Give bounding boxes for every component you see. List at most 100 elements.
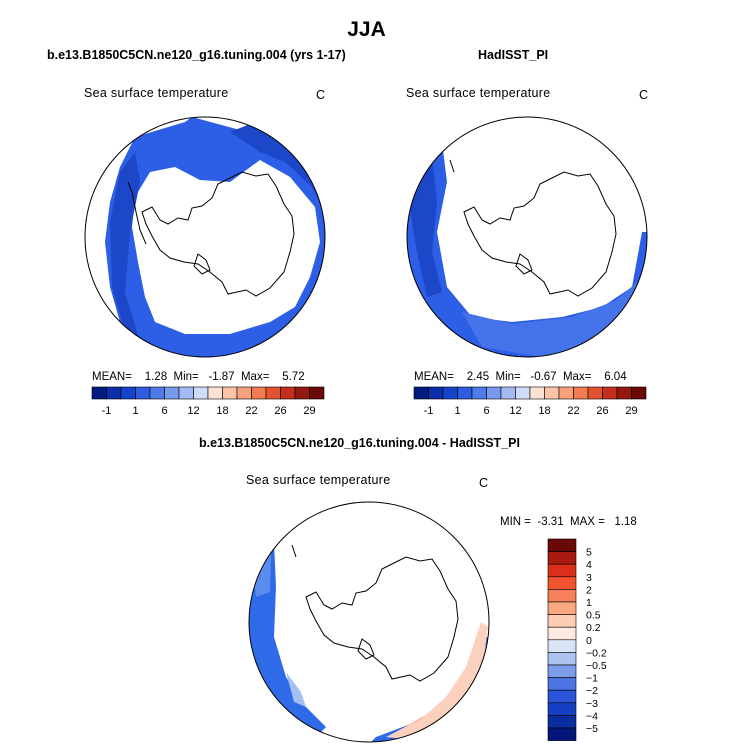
colorbar-tick-label: 1 [132, 405, 138, 417]
colorbar-swatch [547, 689, 577, 704]
right-map-boundary [406, 116, 648, 358]
colorbar-swatch [135, 386, 151, 400]
colorbar-tick-label: 1 [586, 597, 592, 609]
colorbar-swatch [547, 639, 577, 653]
colorbar-swatch [631, 386, 647, 400]
colorbar-swatch [486, 386, 502, 400]
colorbar-swatch [558, 386, 574, 400]
right-map [406, 116, 648, 358]
colorbar-tick-label: −2 [586, 685, 598, 697]
colorbar-tick-label: 5 [586, 547, 592, 559]
colorbar-tick-label: 18 [538, 405, 550, 417]
diff-map-boundary [248, 501, 490, 743]
colorbar-tick-label: 6 [483, 405, 489, 417]
colorbar-swatch [251, 386, 267, 400]
colorbar-tick-label: 26 [596, 405, 608, 417]
diff-sst-weak-negative [286, 672, 306, 707]
left-sst-cold-patch [110, 152, 140, 342]
colorbar-swatch [547, 551, 577, 565]
left-map [84, 116, 326, 358]
colorbar-swatch [547, 652, 577, 666]
colorbar-tick-label: 4 [586, 559, 592, 571]
colorbar-tick-label: 29 [303, 405, 315, 417]
colorbar-swatch [294, 386, 310, 400]
colorbar-tick-label: 22 [567, 405, 579, 417]
right-colorbar: -1 1 6 12 18 22 26 29 [413, 386, 647, 417]
colorbar-swatch [471, 386, 487, 400]
colorbar-swatch [222, 386, 238, 400]
colorbar-tick-label: −5 [586, 723, 598, 735]
left-sst-cold-patch [230, 122, 325, 212]
colorbar-swatch [515, 386, 531, 400]
colorbar-swatch [457, 386, 473, 400]
colorbar-tick-label: 0.2 [586, 622, 601, 634]
colorbar-swatch [207, 386, 223, 400]
right-subtitle: HadISST_PI [478, 48, 549, 62]
colorbar-tick-label: -1 [102, 405, 112, 417]
colorbar-swatch [236, 386, 252, 400]
colorbar-swatch [547, 702, 577, 716]
colorbar-tick-label: −0.2 [586, 647, 607, 659]
left-map-boundary [84, 116, 326, 358]
diff-sst-weak-positive [386, 622, 488, 740]
left-units: C [316, 88, 326, 102]
colorbar-swatch [91, 386, 107, 400]
left-colorbar: -1 1 6 12 18 22 26 29 [91, 386, 325, 417]
colorbar-swatch [428, 386, 444, 400]
colorbar-swatch [547, 715, 577, 729]
diff-subtitle: b.e13.B1850C5CN.ne120_g16.tuning.004 - H… [199, 436, 520, 450]
left-antarctica-outline [127, 171, 295, 297]
colorbar-tick-label: 18 [216, 405, 228, 417]
colorbar-swatch [500, 386, 516, 400]
colorbar-tick-label: 26 [274, 405, 286, 417]
colorbar-swatch [587, 386, 603, 400]
colorbar-swatch [164, 386, 180, 400]
right-antarctica-outline [449, 159, 617, 297]
colorbar-swatch [616, 386, 632, 400]
left-subtitle: b.e13.B1850C5CN.ne120_g16.tuning.004 (yr… [47, 48, 346, 62]
diff-stats: MIN = -3.31 MAX = 1.18 [500, 516, 637, 528]
right-units: C [639, 88, 649, 102]
colorbar-swatch [547, 664, 577, 678]
diff-sst-field [249, 542, 326, 742]
colorbar-swatch [106, 386, 122, 400]
colorbar-swatch [309, 386, 325, 400]
colorbar-swatch [442, 386, 458, 400]
colorbar-tick-label: 22 [245, 405, 257, 417]
colorbar-swatch [193, 386, 209, 400]
colorbar-swatch [547, 563, 577, 578]
colorbar-swatch [413, 386, 429, 400]
colorbar-swatch [280, 386, 296, 400]
colorbar-swatch [547, 727, 577, 741]
colorbar-tick-label: 29 [625, 405, 637, 417]
colorbar-tick-label: −1 [586, 673, 598, 685]
left-sst-field [105, 117, 325, 357]
colorbar-swatch [602, 386, 618, 400]
colorbar-swatch [547, 677, 577, 691]
colorbar-swatch [149, 386, 165, 400]
right-plot-label: Sea surface temperature [406, 86, 551, 100]
colorbar-swatch [529, 386, 545, 400]
colorbar-swatch [547, 589, 577, 603]
colorbar-tick-label: 12 [187, 405, 199, 417]
colorbar-tick-label: −0.5 [586, 660, 607, 672]
figure-title: JJA [347, 18, 386, 41]
diff-map [248, 501, 490, 743]
colorbar-tick-label: 1 [454, 405, 460, 417]
colorbar-swatch [544, 386, 560, 400]
colorbar-tick-label: 0 [586, 635, 592, 647]
colorbar-tick-label: −4 [586, 710, 598, 722]
diff-antarctica-outline [291, 544, 459, 682]
right-stats: MEAN= 2.45 Min= -0.67 Max= 6.04 [414, 371, 627, 383]
colorbar-swatch [178, 386, 194, 400]
left-plot-label: Sea surface temperature [84, 86, 229, 100]
colorbar-tick-label: 0.5 [586, 610, 601, 622]
colorbar-swatch [120, 386, 136, 400]
colorbar-tick-label: 6 [161, 405, 167, 417]
colorbar-tick-label: -1 [424, 405, 434, 417]
colorbar-swatch [547, 626, 577, 641]
colorbar-tick-label: 12 [509, 405, 521, 417]
colorbar-tick-label: 2 [586, 584, 592, 596]
colorbar-tick-label: −3 [586, 698, 598, 710]
